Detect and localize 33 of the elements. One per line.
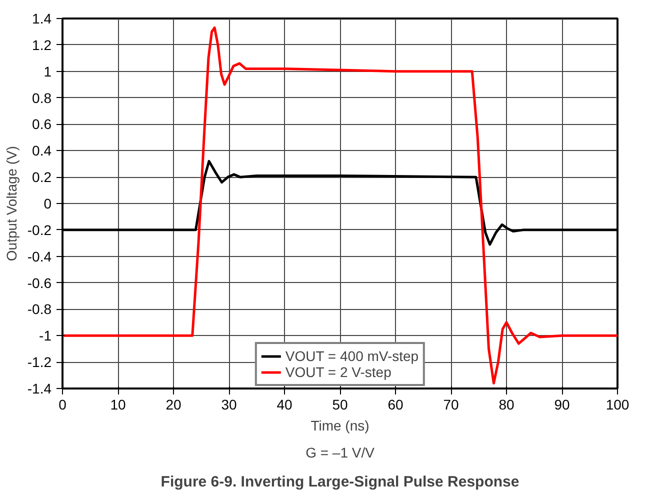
x-tick-label: 70 <box>443 396 459 412</box>
y-tick-label: -1.2 <box>27 354 52 370</box>
y-tick-label: -0.6 <box>27 274 52 291</box>
y-tick-label: 0.6 <box>32 116 52 132</box>
x-tick-label: 20 <box>166 396 182 412</box>
y-tick-label: -1 <box>39 328 52 344</box>
y-tick-label: -0.4 <box>27 248 52 264</box>
legend-label: VOUT = 2 V-step <box>285 364 392 380</box>
y-tick-label: -0.8 <box>27 301 52 318</box>
y-tick-label: 0.8 <box>32 90 52 106</box>
y-tick-label: -1.4 <box>27 380 52 396</box>
y-tick-label: 1 <box>44 63 52 80</box>
x-tick-label: 90 <box>554 396 570 412</box>
y-tick-label: 0.4 <box>32 142 52 159</box>
y-tick-label: 1.2 <box>32 36 52 53</box>
x-axis-title: Time (ns) <box>310 418 370 434</box>
x-tick-label: 0 <box>58 396 67 412</box>
x-tick-label: 50 <box>332 396 348 412</box>
x-tick-label: 30 <box>221 396 237 412</box>
x-tick-label: 80 <box>498 396 514 412</box>
y-tick-label: 0.2 <box>32 169 52 186</box>
y-axis-title: Output Voltage (V) <box>3 146 20 262</box>
y-tick-label: 1.4 <box>32 10 52 26</box>
text: Figure 6-9. Inverting Large-Signal Pulse Response <box>160 474 520 490</box>
x-tick-label: 60 <box>388 396 404 412</box>
line-series <box>62 26 618 384</box>
y-tick-label: -0.2 <box>27 222 52 238</box>
x-tick-label: 40 <box>276 396 292 412</box>
x-tick-label: 10 <box>110 396 126 412</box>
x-tick-label: 100 <box>606 396 630 412</box>
text: G = –1 V/V <box>306 444 376 460</box>
legend-label: VOUT = 400 mV-step <box>285 348 419 364</box>
y-tick-label: 0 <box>44 196 52 212</box>
